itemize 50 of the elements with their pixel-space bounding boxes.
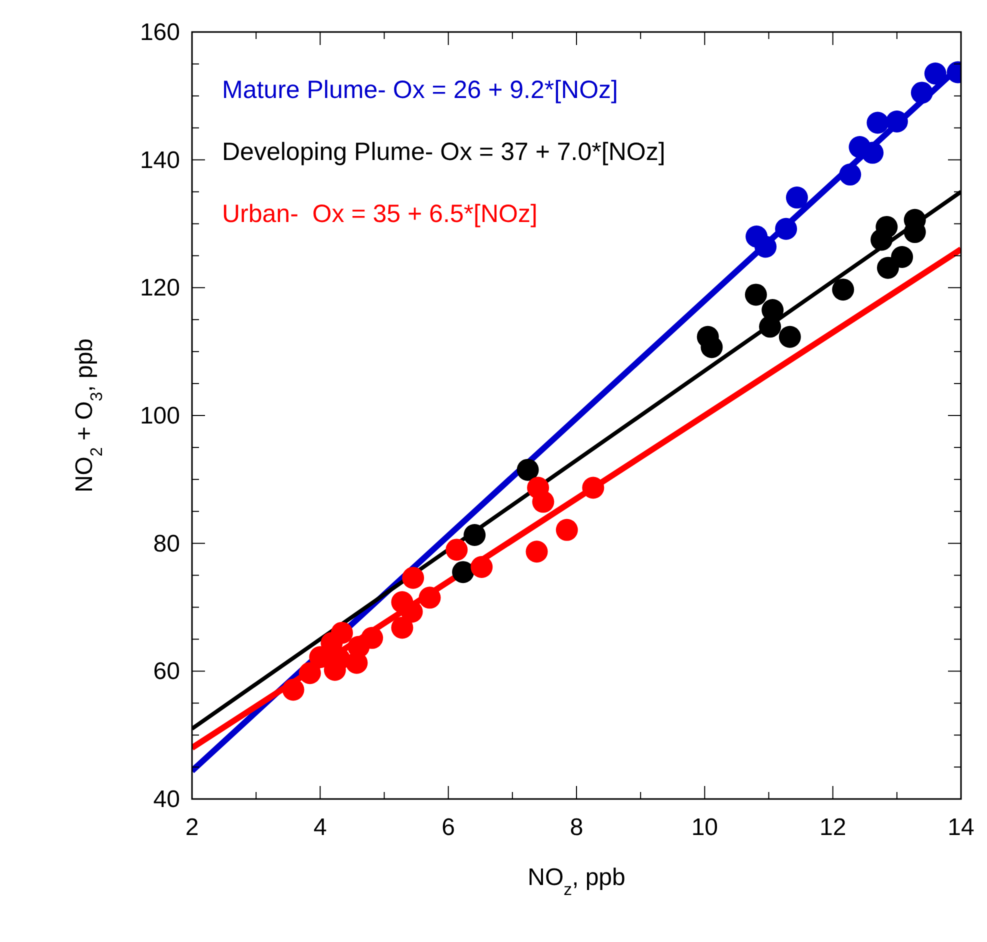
point [516, 458, 539, 481]
point [778, 326, 801, 348]
point [910, 82, 933, 104]
x-tick-label: 8 [570, 814, 584, 841]
x-tick-label: 12 [819, 814, 846, 841]
point [891, 246, 914, 268]
y-tick-label: 60 [153, 658, 180, 686]
point [556, 518, 578, 541]
point [832, 278, 854, 301]
point [876, 256, 899, 279]
point [298, 662, 321, 684]
x-tick-label: 4 [313, 814, 327, 841]
x-tick-label: 6 [442, 814, 456, 841]
point [446, 538, 468, 561]
point [886, 110, 908, 132]
text: Developing Plume- Ox = 37 + 7.0*[NOz] [222, 138, 666, 166]
point [754, 236, 777, 258]
point [418, 586, 441, 609]
x-axis-title: NO$_{z}$, ppb [528, 864, 626, 898]
point [862, 142, 884, 164]
point [470, 556, 493, 578]
point [759, 316, 782, 338]
point [348, 636, 370, 658]
x-tick-label: 14 [948, 814, 974, 841]
point [870, 228, 893, 251]
point [839, 164, 862, 186]
point [464, 524, 486, 546]
text: Mature Plume- Ox = 26 + 9.2*[NOz] [222, 76, 618, 104]
x-tick-label: 10 [691, 814, 718, 841]
point [866, 112, 889, 134]
y-tick-label: 140 [140, 146, 180, 174]
x-tick-label: 2 [185, 814, 199, 841]
y-tick-label: 160 [140, 19, 180, 46]
y-tick-label: 80 [153, 530, 180, 558]
y-tick-label: 120 [140, 274, 180, 302]
point [532, 490, 554, 513]
point [452, 561, 474, 584]
point [775, 218, 798, 240]
point [744, 284, 767, 306]
point [786, 186, 808, 209]
point [282, 678, 304, 701]
y-tick-label: 100 [140, 402, 180, 430]
y-tick-label: 40 [153, 786, 180, 813]
point [400, 600, 423, 623]
point [402, 566, 424, 589]
point [391, 616, 414, 639]
point [924, 62, 946, 85]
point [582, 476, 604, 499]
text: Urban- Ox = 35 + 6.5*[NOz] [222, 200, 538, 228]
point [526, 540, 548, 563]
